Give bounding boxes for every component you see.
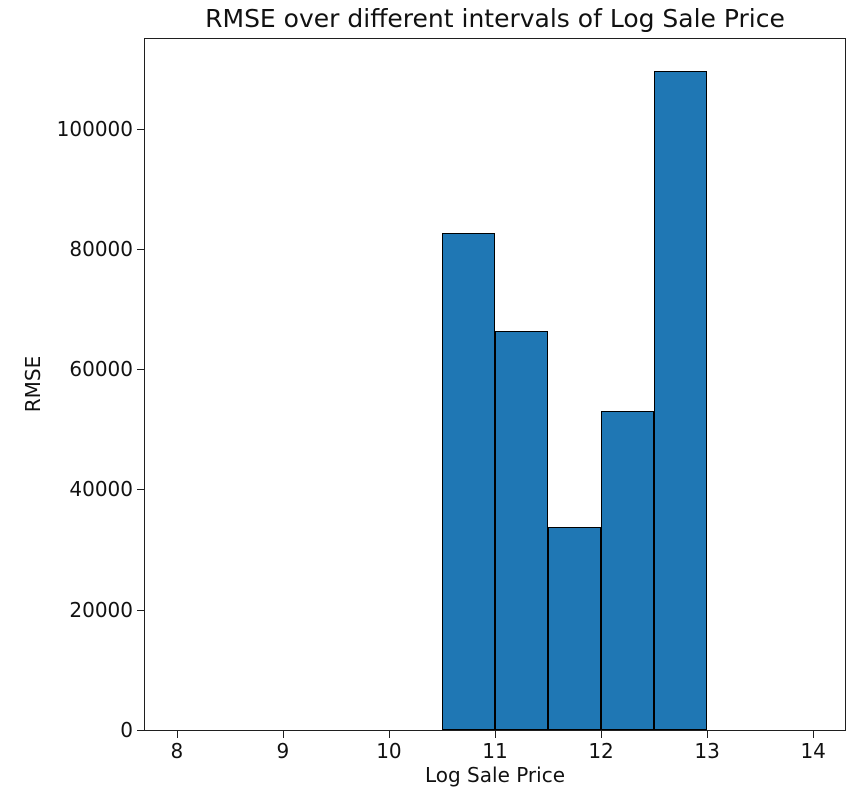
y-tick-label: 60000 bbox=[69, 357, 133, 382]
x-tick-mark bbox=[495, 731, 496, 738]
x-tick-label: 11 bbox=[482, 739, 508, 763]
y-tick-label: 40000 bbox=[69, 477, 133, 502]
x-tick-label: 8 bbox=[170, 739, 184, 763]
bar bbox=[654, 70, 708, 730]
y-tick-label: 80000 bbox=[69, 236, 133, 261]
bar bbox=[601, 411, 655, 730]
x-tick-mark bbox=[813, 731, 815, 738]
y-tick-mark bbox=[137, 730, 144, 731]
x-tick-label: 13 bbox=[694, 739, 720, 763]
y-tick-mark bbox=[137, 609, 144, 611]
x-tick-mark bbox=[388, 731, 390, 738]
x-axis-label: Log Sale Price bbox=[424, 763, 566, 787]
x-tick-mark bbox=[601, 731, 603, 738]
y-tick-mark bbox=[137, 489, 144, 491]
y-tick-mark bbox=[137, 128, 144, 130]
bar bbox=[495, 331, 549, 730]
plot-area bbox=[144, 38, 846, 731]
y-tick-mark bbox=[137, 248, 144, 250]
x-tick-label: 12 bbox=[588, 739, 614, 763]
y-tick-label: 0 bbox=[120, 718, 133, 742]
y-tick-mark bbox=[137, 369, 144, 371]
x-tick-label: 9 bbox=[276, 739, 290, 763]
y-tick-label: 20000 bbox=[69, 597, 133, 622]
y-tick-label: 100000 bbox=[56, 116, 133, 141]
chart-title: RMSE over different intervals of Log Sal… bbox=[205, 4, 785, 33]
x-tick-mark bbox=[282, 731, 284, 738]
x-tick-label: 10 bbox=[376, 739, 402, 763]
x-tick-mark bbox=[707, 731, 709, 738]
bar bbox=[548, 526, 602, 730]
x-tick-mark bbox=[176, 731, 178, 738]
bar bbox=[441, 232, 495, 730]
x-tick-label: 14 bbox=[800, 739, 826, 763]
